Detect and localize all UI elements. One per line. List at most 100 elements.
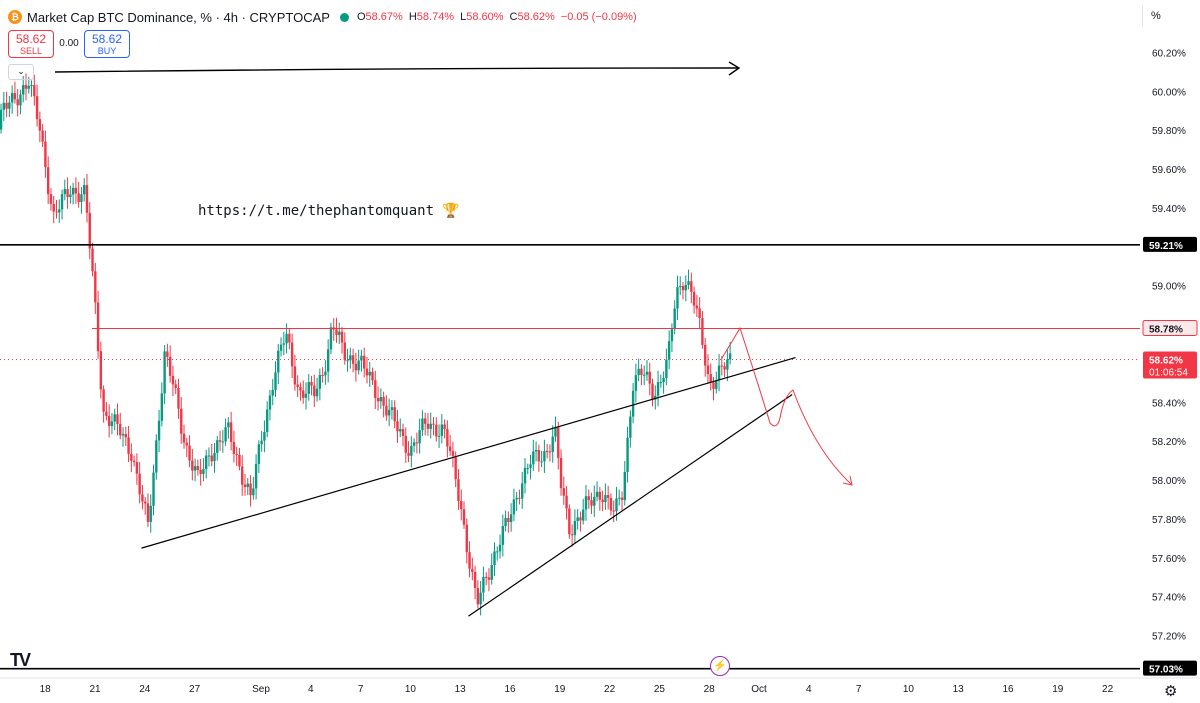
- candle-body: [351, 355, 355, 364]
- sell-button[interactable]: 58.62 SELL: [8, 30, 54, 58]
- candle-body: [69, 194, 72, 198]
- price-label-box: [1142, 319, 1198, 336]
- candle-body: [94, 271, 97, 303]
- candle-body: [46, 167, 50, 195]
- candle-body: [526, 467, 529, 469]
- candle-body: [435, 424, 438, 437]
- ohlc-close: C58.62%: [509, 11, 555, 23]
- candle-body: [349, 355, 352, 361]
- candle-body: [238, 454, 241, 467]
- y-tick-label: 59.00%: [1152, 282, 1186, 293]
- candle-body: [132, 460, 136, 463]
- y-tick-label: 58.40%: [1152, 398, 1186, 409]
- candle-body: [606, 495, 610, 498]
- candle-body: [715, 380, 718, 389]
- annotation-link-text: https://t.me/thephantomquant 🏆: [198, 202, 460, 219]
- price-label-text: 58.62%: [1149, 356, 1183, 367]
- candle-body: [180, 408, 183, 434]
- candle-body: [471, 568, 474, 572]
- candle-body: [199, 470, 202, 475]
- x-tick-label: 10: [903, 684, 915, 695]
- candle-body: [213, 452, 216, 462]
- candle-body: [557, 427, 560, 458]
- bolt-icon[interactable]: ⚡: [710, 656, 730, 676]
- candle-body: [642, 374, 646, 376]
- candle-body: [623, 471, 626, 500]
- projection-arrow-head: [842, 475, 853, 486]
- candle-body: [728, 353, 732, 360]
- candle-body: [38, 119, 42, 131]
- candle-body: [465, 524, 468, 553]
- candle-body: [662, 377, 665, 383]
- candle-body: [385, 405, 388, 416]
- buy-button[interactable]: 58.62 BUY: [84, 30, 130, 58]
- candle-body: [19, 94, 22, 106]
- candle-body: [615, 498, 618, 512]
- arrow-head-top: [728, 61, 741, 76]
- candle-body: [229, 422, 233, 442]
- candle-body: [443, 424, 446, 430]
- price-label-text: 57.03%: [1149, 665, 1183, 676]
- candle-body: [232, 441, 236, 454]
- candle-body: [404, 435, 407, 453]
- candle-body: [468, 552, 471, 569]
- candle-body: [249, 483, 252, 496]
- x-tick-label: 4: [308, 684, 314, 695]
- candle-body: [374, 380, 377, 399]
- candle-body: [407, 452, 410, 456]
- candle-body: [726, 359, 729, 370]
- candle-body: [55, 211, 58, 213]
- candle-body: [49, 194, 53, 204]
- candle-body: [157, 420, 161, 441]
- scale-mode-button[interactable]: %: [1142, 6, 1198, 26]
- candle-body: [290, 342, 294, 367]
- candle-body: [299, 386, 302, 391]
- candle-body: [573, 520, 577, 536]
- candle-body: [618, 497, 621, 499]
- candle-body: [551, 436, 554, 452]
- candle-body: [537, 450, 541, 462]
- candle-body: [690, 281, 693, 292]
- candle-body: [437, 435, 441, 437]
- candle-body: [626, 437, 629, 472]
- symbol-title[interactable]: Market Cap BTC Dominance, % · 4h · CRYPT…: [27, 9, 330, 25]
- candle-body: [701, 318, 704, 345]
- gear-icon[interactable]: ⚙: [1164, 683, 1178, 700]
- collapse-chevron-icon[interactable]: ⌄: [8, 64, 34, 80]
- candle-body: [263, 432, 266, 441]
- price-label-text: 59.21%: [1149, 241, 1183, 252]
- candle-body: [687, 281, 690, 285]
- y-tick-label: 60.20%: [1152, 48, 1186, 59]
- y-tick-label: 60.00%: [1152, 87, 1186, 98]
- y-tick-label: 58.00%: [1152, 476, 1186, 487]
- candle-body: [130, 453, 133, 461]
- candle-body: [562, 488, 566, 496]
- candle-body: [177, 387, 180, 409]
- candle-body: [554, 427, 557, 437]
- candle-body: [379, 397, 383, 402]
- candle-body: [44, 141, 47, 168]
- chart-header: ₿ Market Cap BTC Dominance, % · 4h · CRY…: [8, 8, 643, 26]
- candle-body: [457, 479, 460, 502]
- candle-body: [210, 455, 213, 462]
- candle-body: [121, 434, 125, 436]
- candle-body: [576, 517, 579, 521]
- candle-body: [582, 509, 585, 521]
- candle-body: [10, 93, 14, 103]
- candle-body: [235, 453, 238, 455]
- candle-body: [512, 499, 516, 515]
- candle-body: [570, 534, 574, 536]
- price-label-text: 58.78%: [1149, 324, 1183, 335]
- candle-body: [63, 189, 67, 195]
- y-tick-label: 57.20%: [1152, 632, 1186, 643]
- candle-body: [193, 466, 197, 471]
- candle-body: [35, 96, 39, 120]
- candle-body: [717, 365, 721, 381]
- y-tick-label: 57.60%: [1152, 554, 1186, 565]
- candle-body: [604, 495, 607, 503]
- x-tick-label: 13: [953, 684, 965, 695]
- candle-body: [670, 329, 674, 342]
- candle-body: [515, 497, 518, 500]
- candle-body: [371, 371, 374, 381]
